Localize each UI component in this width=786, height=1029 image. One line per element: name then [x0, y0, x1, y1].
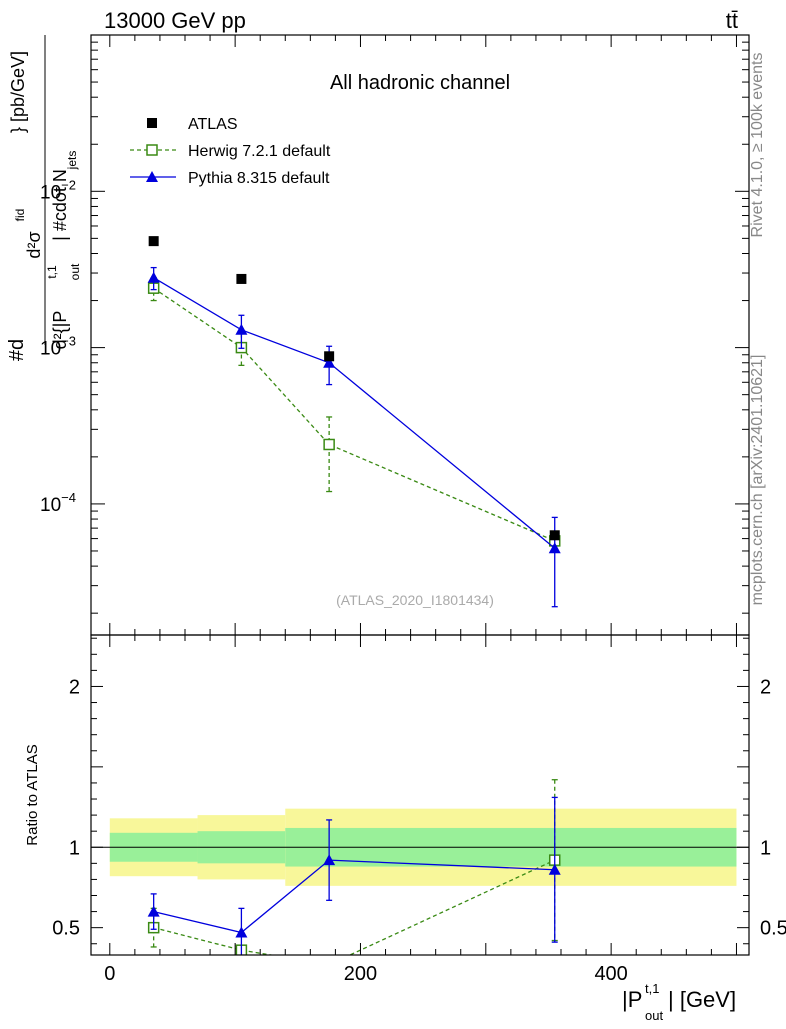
process-label: tt̄: [726, 8, 738, 33]
ratio-y-tick-label-left: 2: [69, 676, 80, 698]
chart-title: All hadronic channel: [330, 72, 510, 94]
pythia-point: [235, 323, 248, 335]
main-axis-ticks: 10−210−310−4: [40, 34, 749, 635]
legend-label-herwig: Herwig 7.2.1 default: [188, 143, 331, 160]
ylabel-hash: #d: [6, 339, 28, 361]
ratio-axis-ticks: 0.5 0.5 1 1 2 2 0 200 400: [52, 635, 786, 985]
herwig-point: [323, 438, 335, 451]
ratio-y-tick-label-right: 1: [760, 837, 771, 859]
xlabel-post: | [GeV]: [668, 987, 736, 1012]
ratio-y-tick-label-right: 0.5: [760, 918, 786, 940]
legend: ATLAS Herwig 7.2.1 default Pythia 8.315 …: [130, 116, 331, 187]
tick-exponent: −4: [61, 490, 76, 505]
legend-entry-herwig: Herwig 7.2.1 default: [130, 143, 331, 160]
ratio-bands-layer: [91, 808, 749, 886]
x-tick-label: 400: [594, 963, 627, 985]
ylabel-unit: } [pb/GeV]: [8, 51, 28, 133]
ratio-pythia-point: [235, 926, 248, 938]
atlas-point: [324, 351, 335, 362]
pythia-line: [153, 277, 556, 549]
analysis-watermark: (ATLAS_2020_I1801434): [336, 592, 494, 608]
energy-label: 13000 GeV pp: [104, 8, 246, 33]
ratio-panel: 0.5 0.5 1 1 2 2 0 200 400 Ratio to ATLAS |P t,1 …: [24, 634, 786, 1023]
x-axis-label: |P t,1 out | [GeV]: [622, 981, 736, 1023]
ratio-pythia-line: [153, 859, 555, 934]
ylabel-denominator-tail: | #cdot N: [50, 169, 70, 241]
legend-entry-pythia: Pythia 8.315 default: [130, 170, 330, 187]
ratio-herwig-line: [153, 859, 556, 955]
xlabel-pre: |P: [622, 987, 642, 1012]
ratio-y-tick-label-left: 0.5: [52, 918, 80, 940]
legend-label-atlas: ATLAS: [188, 116, 238, 133]
ylabel-denominator-tail-sub: jets: [65, 151, 79, 171]
legend-label-pythia: Pythia 8.315 default: [188, 170, 330, 187]
atlas-point: [549, 530, 560, 541]
herwig-line: [153, 287, 555, 542]
pythia-point: [548, 542, 561, 554]
pythia-point: [147, 271, 160, 283]
ratio-pythia-point: [548, 863, 561, 875]
ylabel-denominator-sub: out: [68, 263, 82, 280]
legend-entry-atlas: ATLAS: [147, 116, 238, 133]
xlabel-sub: out: [645, 1008, 663, 1023]
atlas-point: [236, 273, 247, 284]
mcplots-label: mcplots.cern.ch [arXiv:2401.10621]: [749, 355, 766, 606]
ratio-pythia-point: [323, 854, 336, 866]
ylabel-denominator-sup: t,1: [45, 265, 59, 279]
ylabel-numerator: d²σ: [24, 231, 44, 258]
main-y-tick-label: 10−4: [40, 490, 76, 516]
tick-exponent: −2: [61, 177, 76, 192]
atlas-point: [148, 236, 159, 247]
xlabel-sup: t,1: [645, 981, 659, 996]
main-series-layer: [147, 236, 561, 608]
x-tick-label: 200: [344, 963, 377, 985]
legend-marker-pythia: [146, 171, 158, 182]
ratio-pythia-point: [147, 905, 160, 917]
main-y-axis-label: #d d²σ fid d²{|P t,1 out | #cdot N jets …: [6, 35, 82, 361]
ratio-y-axis-label: Ratio to ATLAS: [24, 744, 41, 845]
ylabel-numerator-sup: fid: [13, 209, 27, 222]
tick-exponent: −3: [61, 334, 76, 349]
ratio-frame: [90, 634, 750, 956]
pythia-point: [323, 356, 336, 368]
rivet-label: Rivet 4.1.0, ≥ 100k events: [749, 53, 766, 238]
ratio-herwig-point: [324, 960, 334, 970]
tick-base: 10: [40, 495, 61, 516]
ratio-y-tick-label-right: 2: [760, 676, 771, 698]
main-panel: 10−210−310−4 All hadronic channel (ATLAS…: [6, 34, 750, 636]
ratio-y-tick-label-left: 1: [69, 837, 80, 859]
x-tick-label: 0: [104, 963, 115, 985]
legend-marker-atlas: [147, 118, 157, 128]
ylabel-denominator: d²{|P: [50, 311, 70, 350]
legend-marker-herwig: [146, 144, 158, 156]
ratio-series-layer: [147, 779, 561, 970]
